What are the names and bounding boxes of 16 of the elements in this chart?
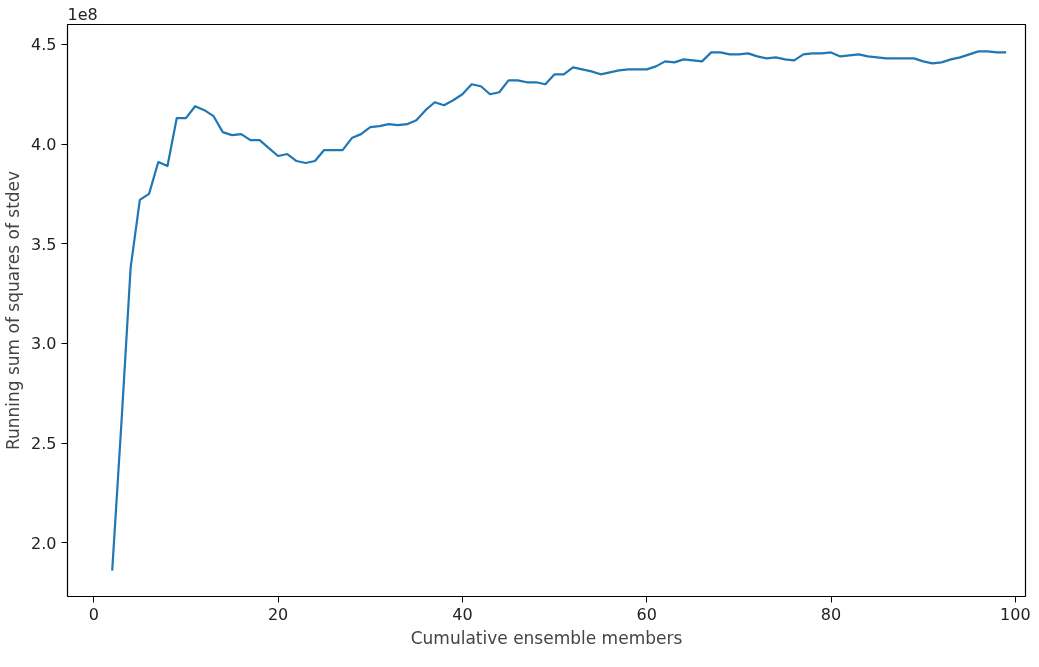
x-tick-label: 80 (820, 604, 842, 624)
x-tick-label: 0 (88, 604, 99, 624)
y-tick-label: 2.0 (31, 533, 57, 553)
x-tick-label: 100 (1000, 604, 1031, 624)
y-tick-label: 3.5 (31, 234, 57, 254)
y-tick-label: 4.0 (31, 135, 57, 155)
x-axis-title: Cumulative ensemble members (410, 627, 683, 648)
x-tick-label: 60 (636, 604, 657, 624)
x-tick-label: 20 (267, 604, 289, 624)
x-tick-label: 40 (452, 604, 473, 624)
y-tick-label: 2.5 (31, 434, 57, 454)
y-tick-label: 4.5 (31, 35, 57, 55)
text: 1e8 (67, 4, 98, 24)
y-axis-title: Running sum of squares of stdev (3, 170, 24, 451)
y-tick-label: 3.0 (31, 334, 57, 354)
line-series (111, 50, 1008, 572)
